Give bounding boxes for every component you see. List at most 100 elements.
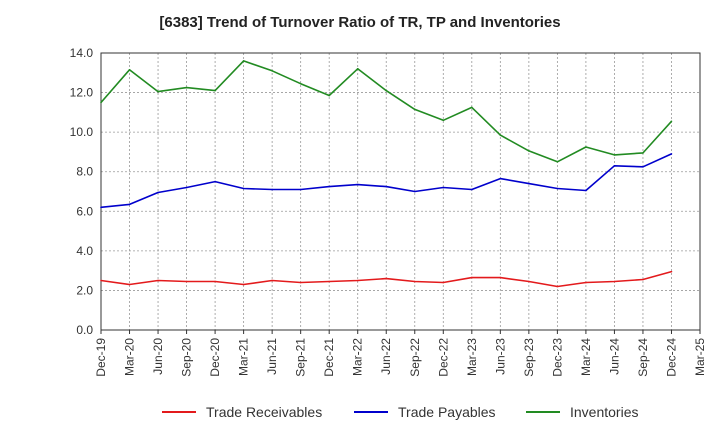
data-point	[299, 281, 302, 284]
legend-label: Inventories	[570, 404, 639, 420]
legend-label: Trade Payables	[398, 404, 496, 420]
data-point	[185, 280, 188, 283]
x-tick-label: Sep-21	[294, 338, 308, 377]
data-point	[585, 281, 587, 284]
data-point	[299, 188, 302, 191]
data-point	[613, 280, 616, 283]
legend-swatch	[162, 411, 196, 413]
chart-title: [6383] Trend of Turnover Ratio of TR, TP…	[159, 14, 561, 31]
data-point	[471, 106, 473, 109]
data-point	[442, 281, 445, 284]
data-point	[157, 279, 159, 282]
x-tick-label: Dec-21	[322, 338, 336, 377]
data-point	[642, 152, 644, 154]
y-tick-label: 2.0	[76, 283, 93, 297]
data-point	[214, 89, 216, 92]
x-tick-label: Mar-24	[579, 338, 593, 376]
x-tick-label: Jun-20	[151, 338, 165, 375]
data-point	[556, 187, 559, 190]
x-tick-label: Jun-23	[493, 338, 507, 375]
data-point	[385, 277, 388, 280]
plot-frame	[100, 52, 701, 331]
y-tick-label: 10.0	[70, 125, 94, 139]
data-point	[100, 206, 102, 209]
data-point	[157, 191, 159, 194]
data-point	[242, 283, 245, 286]
legend-item: Inventories	[526, 404, 638, 420]
data-point	[413, 108, 416, 111]
data-point	[670, 153, 673, 155]
data-point	[613, 164, 616, 167]
data-point	[271, 70, 273, 72]
legend-item: Trade Receivables	[162, 404, 322, 420]
data-point	[157, 90, 159, 93]
data-point	[185, 86, 188, 89]
data-point	[642, 165, 644, 168]
data-point	[499, 177, 502, 180]
x-tick-label: Dec-19	[94, 338, 108, 377]
x-tick-label: Sep-24	[636, 338, 650, 377]
y-tick-label: 12.0	[70, 86, 94, 100]
data-point	[413, 280, 416, 283]
data-point	[385, 89, 388, 92]
data-point	[413, 190, 416, 193]
legend-item: Trade Payables	[354, 404, 496, 420]
x-tick-label: Jun-24	[607, 338, 621, 375]
data-point	[442, 186, 445, 189]
legend-label: Trade Receivables	[206, 404, 323, 420]
data-point	[442, 119, 445, 122]
x-tick-label: Mar-20	[123, 338, 137, 376]
data-point	[499, 276, 502, 279]
y-tick-label: 14.0	[70, 46, 94, 60]
data-point	[356, 68, 359, 70]
data-point	[385, 185, 388, 188]
data-point	[471, 276, 473, 279]
data-point	[214, 180, 216, 183]
x-tick-label: Sep-22	[408, 338, 422, 377]
x-tick-label: Dec-20	[208, 338, 222, 377]
x-tick-label: Mar-22	[351, 338, 365, 376]
data-point	[271, 188, 273, 191]
data-point	[499, 134, 502, 136]
data-point	[670, 120, 673, 123]
data-point	[613, 154, 616, 156]
data-point	[214, 280, 216, 283]
data-point	[556, 285, 559, 288]
y-tick-label: 4.0	[76, 244, 93, 258]
legend-swatch	[354, 411, 388, 413]
data-point	[585, 189, 587, 192]
data-point	[100, 279, 102, 282]
data-point	[528, 182, 530, 185]
x-tick-label: Sep-23	[522, 338, 536, 377]
data-point	[299, 82, 302, 85]
data-point	[128, 203, 131, 206]
data-point	[128, 283, 131, 286]
data-point	[128, 69, 131, 71]
data-point	[242, 60, 245, 62]
x-tick-label: Mar-23	[465, 338, 479, 376]
x-tick-label: Jun-21	[265, 338, 279, 375]
data-point	[271, 279, 273, 282]
data-point	[528, 280, 530, 283]
data-point	[585, 146, 587, 148]
data-point	[100, 101, 102, 104]
data-point	[556, 161, 559, 163]
y-tick-label: 0.0	[76, 323, 93, 337]
data-point	[328, 185, 330, 188]
y-tick-label: 6.0	[76, 204, 93, 218]
data-point	[528, 150, 530, 152]
x-tick-label: Dec-22	[436, 338, 450, 377]
data-point	[670, 270, 673, 273]
x-tick-label: Jun-22	[379, 338, 393, 375]
data-point	[328, 94, 330, 97]
x-tick-label: Dec-24	[664, 338, 678, 377]
legend: Trade Receivables Trade Payables Inventori…	[0, 404, 720, 426]
y-tick-label: 8.0	[76, 165, 93, 179]
x-tick-label: Mar-21	[237, 338, 251, 376]
data-point	[471, 188, 473, 191]
data-point	[242, 187, 245, 190]
data-point	[356, 279, 359, 282]
x-tick-label: Dec-23	[550, 338, 564, 377]
data-point	[356, 183, 359, 186]
